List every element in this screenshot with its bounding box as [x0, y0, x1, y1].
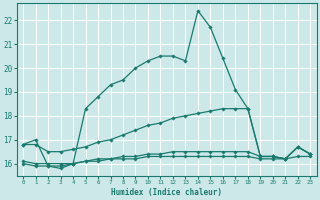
X-axis label: Humidex (Indice chaleur): Humidex (Indice chaleur): [111, 188, 222, 197]
